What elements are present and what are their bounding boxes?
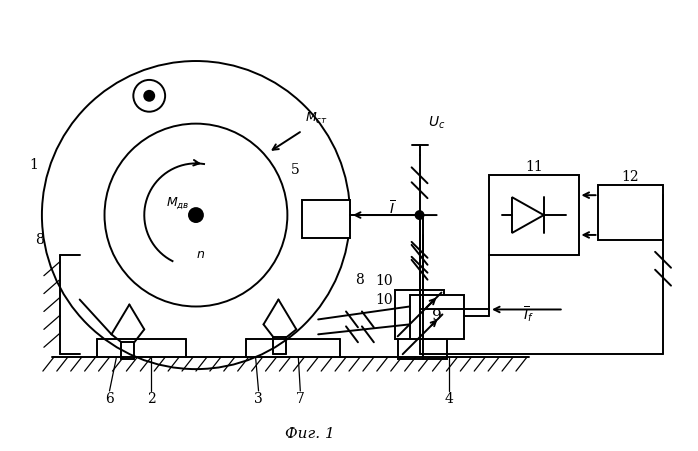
Bar: [398, 309, 447, 359]
Bar: [489, 175, 579, 255]
Text: $U_c$: $U_c$: [427, 114, 445, 131]
Text: 7: 7: [296, 392, 305, 406]
Bar: [598, 185, 663, 240]
Text: 8: 8: [355, 273, 364, 287]
Bar: [394, 290, 445, 339]
Text: 1: 1: [29, 158, 38, 172]
Text: Фиг. 1: Фиг. 1: [285, 427, 335, 441]
Text: $\overline{I}_f$: $\overline{I}_f$: [524, 304, 535, 324]
Text: $М_{дв}$: $М_{дв}$: [166, 195, 190, 211]
Text: $n$: $n$: [196, 249, 205, 261]
Text: 10: 10: [375, 294, 393, 308]
Circle shape: [144, 91, 154, 101]
Circle shape: [415, 211, 424, 219]
Text: 2: 2: [147, 392, 156, 406]
Text: $М_{ст}$: $М_{ст}$: [305, 111, 328, 126]
Text: 9: 9: [431, 309, 441, 323]
Text: 10: 10: [375, 274, 393, 288]
Text: 8: 8: [36, 233, 44, 247]
Text: 12: 12: [621, 170, 639, 184]
Bar: [410, 295, 464, 339]
Text: 5: 5: [291, 163, 299, 177]
Text: $\overline{I}$: $\overline{I}$: [389, 199, 394, 217]
Circle shape: [189, 208, 203, 222]
Bar: [302, 200, 350, 238]
Text: 11: 11: [525, 161, 543, 175]
Text: 4: 4: [445, 392, 454, 406]
Text: 3: 3: [254, 392, 263, 406]
Text: 6: 6: [105, 392, 114, 406]
